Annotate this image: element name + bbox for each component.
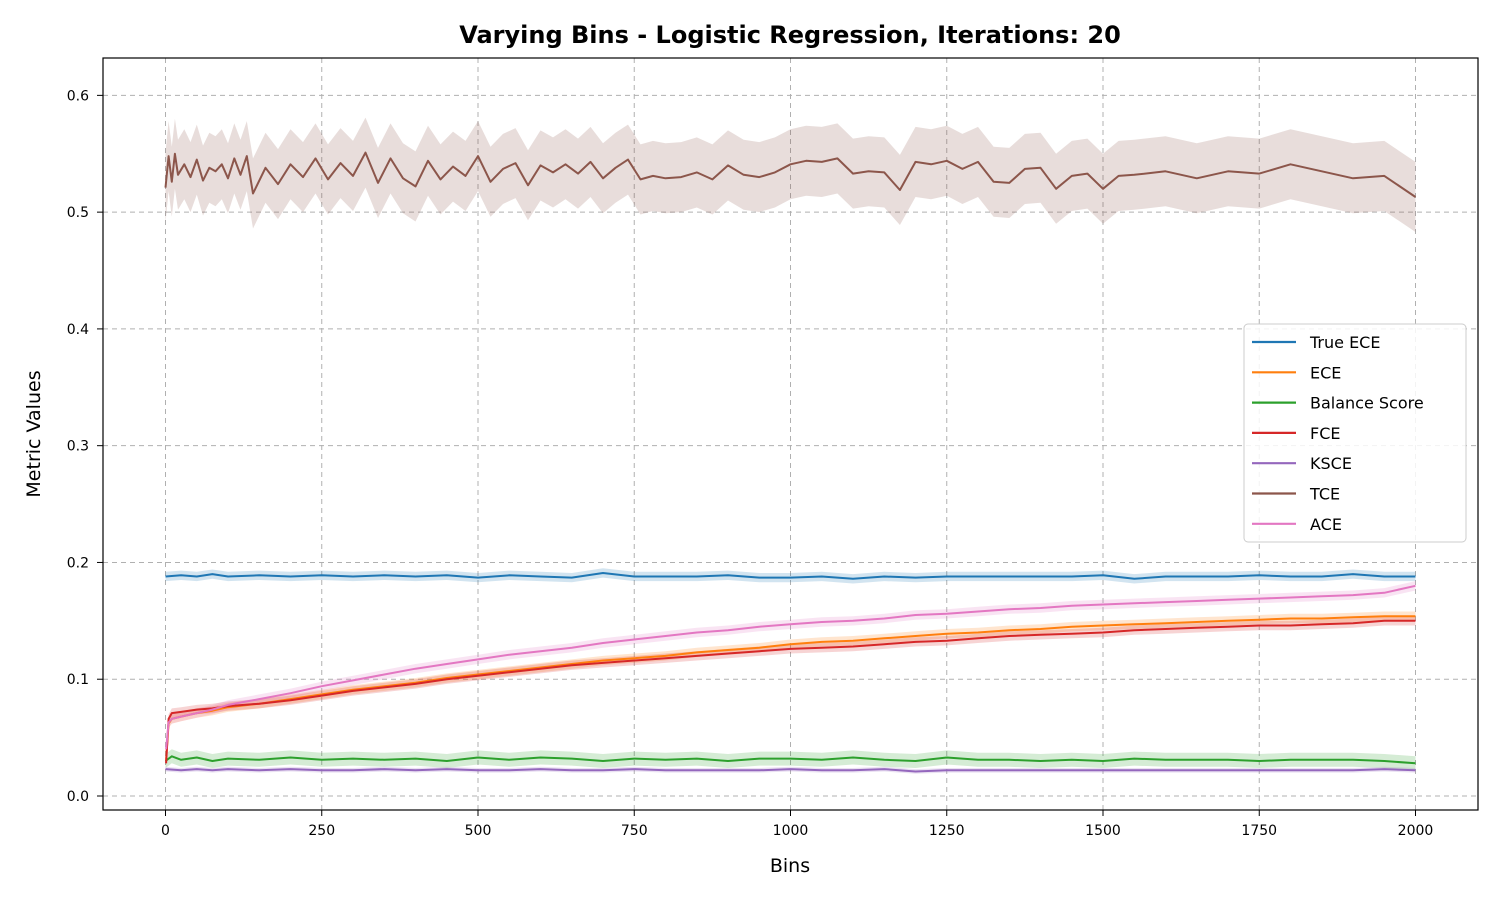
y-tick-label: 0.2 [67, 555, 89, 571]
legend-label-tce: TCE [1309, 485, 1340, 504]
x-axis-label: Bins [770, 855, 810, 877]
legend-label-ksce: KSCE [1310, 454, 1352, 473]
legend-label-balance-score: Balance Score [1310, 394, 1424, 413]
x-tick-label: 250 [308, 823, 335, 839]
x-tick-label: 1500 [1085, 823, 1121, 839]
y-tick-label: 0.6 [67, 88, 89, 104]
band-balance-score [165, 749, 1416, 771]
x-tick-label: 2000 [1398, 823, 1434, 839]
band-tce [165, 117, 1416, 232]
x-tick-label: 1750 [1241, 823, 1277, 839]
legend-label-ace: ACE [1310, 515, 1342, 534]
axis-ticks: 0 250 500 750 1000 1250 1500 1750 2000 0.0 0.1 0.2 0… [67, 88, 1434, 839]
band-fce [166, 616, 1416, 768]
band-ece [166, 611, 1416, 765]
y-tick-label: 0.4 [67, 322, 89, 338]
chart-title: Varying Bins - Logistic Regression, Iter… [459, 21, 1121, 49]
y-tick-label: 0.0 [67, 789, 89, 805]
y-tick-label: 0.1 [67, 672, 89, 688]
line-ace [165, 584, 1416, 750]
legend-box [1243, 323, 1467, 543]
y-tick-label: 0.5 [67, 205, 89, 221]
line-fce [165, 619, 1416, 764]
x-tick-label: 1000 [773, 823, 809, 839]
series-lines [164, 151, 1417, 773]
grid [103, 58, 1478, 810]
x-tick-label: 500 [465, 823, 492, 839]
band-ksce [165, 766, 1416, 774]
legend-label-true-ece: True ECE [1309, 333, 1380, 352]
band-true-ece [165, 568, 1416, 584]
y-tick-label: 0.3 [67, 439, 89, 455]
legend-label-ece: ECE [1310, 363, 1341, 382]
x-tick-label: 750 [621, 823, 648, 839]
y-axis-label: Metric Values [23, 370, 45, 497]
line-true-ece [165, 572, 1416, 580]
line-ksce [165, 768, 1416, 773]
x-tick-label: 0 [161, 823, 170, 839]
x-tick-label: 1250 [929, 823, 965, 839]
line-tce [164, 151, 1417, 198]
legend: True ECE ECE Balance Score FCE KSCE TCE ACE [1243, 323, 1467, 543]
legend-label-fce: FCE [1310, 424, 1340, 443]
line-balance-score [164, 755, 1416, 765]
